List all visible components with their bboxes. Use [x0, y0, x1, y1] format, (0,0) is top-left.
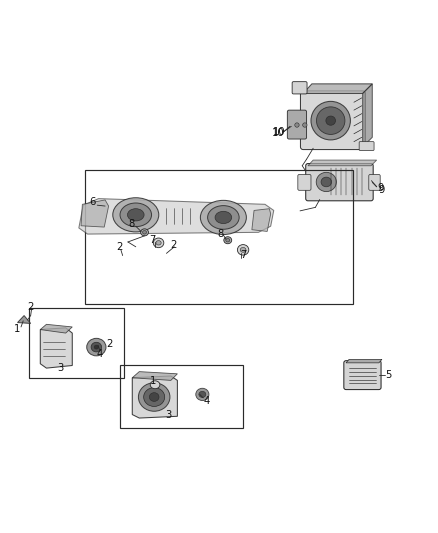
Text: 1: 1: [150, 376, 156, 386]
Ellipse shape: [141, 229, 148, 236]
Text: 2: 2: [106, 339, 113, 349]
Text: 7: 7: [240, 250, 247, 260]
Ellipse shape: [215, 211, 232, 223]
Polygon shape: [132, 372, 177, 381]
Text: 2: 2: [28, 302, 34, 312]
Polygon shape: [252, 209, 271, 231]
FancyBboxPatch shape: [369, 174, 380, 190]
Ellipse shape: [196, 388, 209, 400]
Ellipse shape: [224, 237, 232, 244]
Ellipse shape: [200, 200, 246, 235]
FancyBboxPatch shape: [287, 110, 307, 139]
FancyBboxPatch shape: [359, 142, 374, 150]
Text: 8: 8: [128, 219, 134, 229]
Ellipse shape: [113, 198, 159, 232]
Text: 7: 7: [149, 235, 155, 245]
Ellipse shape: [316, 172, 336, 191]
Ellipse shape: [199, 391, 206, 398]
Ellipse shape: [237, 245, 249, 255]
Polygon shape: [40, 328, 72, 368]
Text: 6: 6: [89, 197, 95, 207]
Ellipse shape: [295, 123, 299, 127]
Polygon shape: [40, 324, 72, 333]
Ellipse shape: [316, 107, 345, 134]
Ellipse shape: [149, 393, 159, 401]
Polygon shape: [18, 316, 31, 324]
Ellipse shape: [240, 247, 246, 252]
FancyBboxPatch shape: [344, 361, 381, 390]
Text: 9: 9: [378, 183, 384, 192]
Polygon shape: [132, 376, 177, 418]
Ellipse shape: [143, 231, 146, 234]
Ellipse shape: [150, 381, 160, 389]
Text: 4: 4: [97, 349, 103, 359]
FancyBboxPatch shape: [292, 82, 307, 94]
Text: 2: 2: [170, 240, 177, 251]
Text: 9: 9: [379, 185, 385, 195]
Text: 3: 3: [57, 363, 64, 373]
Ellipse shape: [303, 123, 307, 127]
Text: 5: 5: [385, 370, 391, 379]
Polygon shape: [303, 84, 372, 93]
Ellipse shape: [226, 238, 230, 242]
FancyBboxPatch shape: [306, 164, 373, 201]
Text: 10: 10: [273, 127, 286, 136]
Ellipse shape: [144, 387, 165, 407]
Ellipse shape: [326, 116, 336, 125]
Text: 2: 2: [116, 242, 122, 252]
Polygon shape: [346, 359, 382, 363]
Ellipse shape: [321, 177, 332, 187]
Polygon shape: [363, 84, 372, 147]
Ellipse shape: [120, 203, 152, 227]
Ellipse shape: [94, 345, 99, 349]
Text: 1: 1: [14, 324, 21, 334]
Ellipse shape: [156, 241, 161, 245]
Ellipse shape: [91, 342, 102, 352]
Text: 3: 3: [166, 410, 172, 421]
Ellipse shape: [208, 206, 239, 229]
Text: 8: 8: [217, 229, 223, 239]
FancyBboxPatch shape: [298, 174, 311, 190]
Ellipse shape: [311, 101, 350, 140]
Ellipse shape: [87, 338, 106, 356]
Polygon shape: [308, 160, 377, 166]
Ellipse shape: [138, 383, 170, 411]
Polygon shape: [79, 199, 274, 234]
Text: 4: 4: [204, 396, 210, 406]
FancyBboxPatch shape: [300, 91, 365, 150]
Text: 10: 10: [272, 128, 285, 138]
Ellipse shape: [153, 238, 164, 248]
Ellipse shape: [127, 209, 144, 221]
Polygon shape: [81, 200, 109, 227]
